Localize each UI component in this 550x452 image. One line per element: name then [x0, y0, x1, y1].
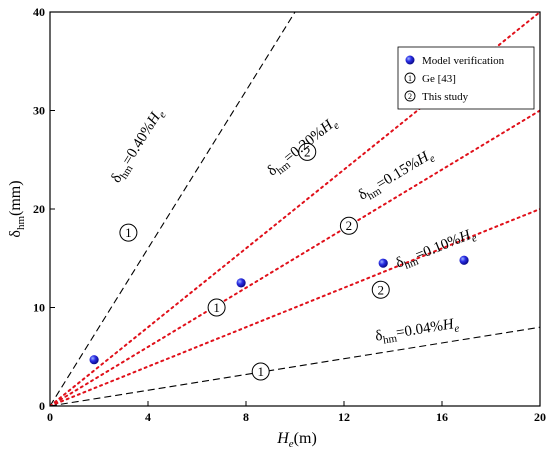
x-tick-label: 0 [47, 410, 53, 424]
source-marker-circle [339, 216, 358, 235]
source-marker-circle [207, 298, 226, 317]
y-axis-label: δhm(mm) [7, 180, 27, 237]
reference-line-0-04 [50, 326, 540, 406]
data-point [236, 278, 246, 288]
source-marker-circle [298, 142, 317, 161]
source-marker-number: 2 [304, 144, 311, 159]
legend: Model verification 1 Ge [43] 2 This stud… [397, 46, 535, 110]
reference-line-0-4 [50, 12, 296, 406]
x-axis-label: He(m) [276, 430, 317, 450]
x-tick-label: 8 [243, 410, 249, 424]
y-tick-label: 30 [33, 104, 45, 118]
reference-line-0-15 [50, 109, 540, 406]
source-marker-number: 2 [346, 218, 353, 233]
y-tick-label: 0 [39, 399, 45, 413]
reference-line-label: δhm=0.04%He [374, 316, 460, 348]
legend-source-2-number: 2 [408, 92, 412, 101]
source-marker-1: 1 [251, 362, 270, 381]
source-marker-1: 1 [207, 298, 226, 317]
legend-model-verification-symbol [405, 55, 415, 65]
legend-source-2-symbol [404, 90, 416, 102]
reference-line-label: δhm=0.10%He [394, 225, 479, 274]
legend-source-1-symbol [404, 72, 416, 84]
source-markers: 1 1 1 2 2 2 [119, 142, 390, 381]
source-marker-number: 1 [257, 364, 264, 379]
x-tick-label: 20 [534, 410, 546, 424]
y-tick-label: 40 [33, 5, 45, 19]
legend-source-1-label: Ge [43] [422, 73, 456, 85]
source-marker-number: 1 [213, 300, 220, 315]
source-marker-circle [119, 223, 138, 242]
data-point [459, 255, 469, 265]
source-marker-circle [251, 362, 270, 381]
legend-source-2-label: This study [422, 91, 469, 103]
y-tick-label: 20 [33, 202, 45, 216]
reference-line-label: δhm=0.40%He [108, 106, 169, 188]
data-point [378, 258, 388, 268]
x-tick-label: 16 [436, 410, 448, 424]
data-point [89, 355, 99, 365]
source-marker-number: 2 [378, 282, 385, 297]
x-tick-label: 4 [145, 410, 151, 424]
legend-model-verification-label: Model verification [422, 55, 505, 67]
model-verification-points [89, 255, 469, 365]
legend-box [397, 46, 535, 110]
y-tick-label: 10 [33, 301, 45, 315]
reference-line-0-1 [50, 208, 540, 406]
source-marker-circle [371, 280, 390, 299]
reference-line-label: δhm=0.20%He [265, 114, 343, 182]
reference-line-labels: δhm=0.40%Heδhm=0.20%Heδhm=0.15%Heδhm=0.1… [108, 106, 479, 348]
legend-source-1-number: 1 [408, 74, 412, 83]
source-marker-2: 2 [371, 280, 390, 299]
source-marker-number: 1 [125, 225, 132, 240]
source-marker-2: 2 [298, 142, 317, 161]
x-tick-label: 12 [338, 410, 350, 424]
source-marker-2: 2 [339, 216, 358, 235]
source-marker-1: 1 [119, 223, 138, 242]
